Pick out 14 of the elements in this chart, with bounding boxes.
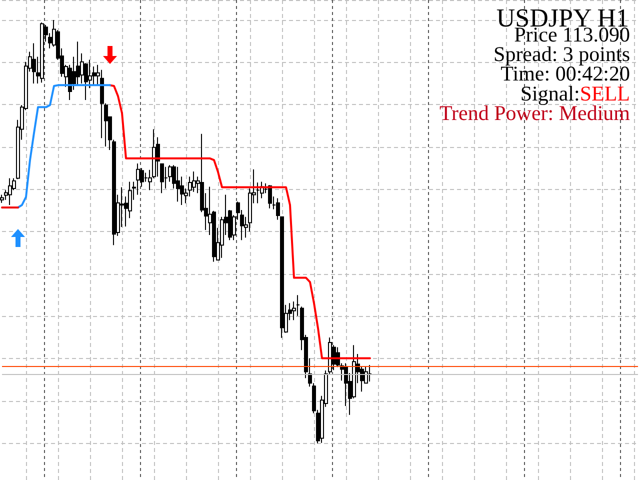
candlestick — [176, 166, 180, 202]
candlestick — [32, 42, 36, 84]
text: Spread: 3 points — [494, 42, 630, 66]
candlestick — [296, 294, 300, 316]
candlestick — [280, 216, 284, 338]
candlestick — [8, 178, 12, 206]
candlestick — [160, 162, 164, 194]
candlestick — [164, 166, 168, 189]
candlestick — [76, 41, 80, 86]
candlestick — [192, 171, 196, 192]
candlestick — [0, 194, 4, 204]
candlestick — [368, 364, 372, 382]
candlestick — [40, 22, 44, 84]
candlestick — [276, 198, 280, 220]
